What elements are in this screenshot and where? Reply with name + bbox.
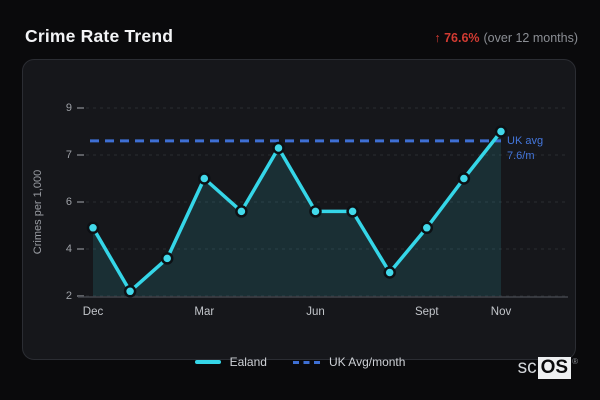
- y-tick-label: 6: [65, 196, 72, 208]
- x-tick-label: Sept: [414, 306, 439, 318]
- solid-line-swatch: [194, 360, 221, 364]
- y-tick-label: 2: [65, 290, 72, 302]
- x-tick-label: Mar: [194, 306, 215, 318]
- reference-label-line2: 7.6/m: [507, 149, 535, 162]
- legend: Ealand UK Avg/month: [0, 355, 600, 369]
- logo-box: OS: [537, 357, 572, 379]
- dashed-line-swatch: [292, 360, 320, 364]
- page-title: Crime Rate Trend: [25, 26, 174, 46]
- reference-label-line1: UK avg: [507, 135, 544, 147]
- up-arrow-icon: ↑: [434, 31, 441, 45]
- trend-value: ↑ 76.6%: [434, 31, 480, 45]
- scos-logo: sc OS ®: [517, 357, 578, 379]
- legend-label: UK Avg/month: [328, 355, 406, 369]
- registered-trademark-icon: ®: [572, 357, 578, 366]
- reference-line-label: UK avg 7.6/m: [507, 134, 543, 163]
- x-tick-label: Dec: [82, 306, 104, 318]
- y-tick-label: 4: [65, 243, 72, 255]
- trend-note: (over 12 months): [483, 31, 578, 45]
- y-tick-label: 9: [65, 102, 72, 114]
- x-tick-label: Jun: [306, 306, 325, 318]
- trend-indicator: ↑ 76.6% (over 12 months): [434, 31, 578, 45]
- logo-prefix: sc: [517, 357, 537, 378]
- header: Crime Rate Trend ↑ 76.6% (over 12 months): [25, 26, 578, 47]
- y-tick-label: 7: [65, 149, 72, 161]
- x-tick-label: Nov: [490, 306, 512, 318]
- chart-panel: [22, 59, 576, 360]
- legend-item-ealand[interactable]: Ealand: [194, 355, 267, 369]
- legend-label: Ealand: [229, 355, 267, 369]
- legend-item-uk-avg[interactable]: UK Avg/month: [292, 355, 406, 369]
